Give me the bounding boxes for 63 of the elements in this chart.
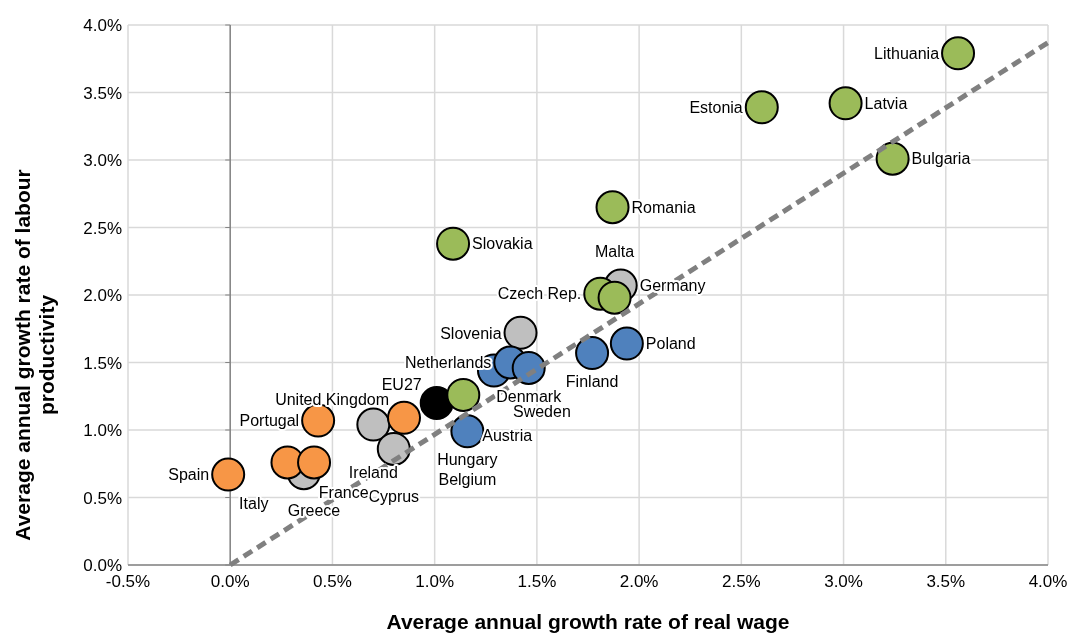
point (597, 280, 632, 315)
annotation: Denmark (496, 387, 563, 405)
point (875, 141, 910, 176)
annotation: Sweden (512, 402, 571, 420)
annotation: Austria (482, 427, 533, 445)
annotation: Greece (287, 501, 341, 519)
x-tick-label: 1.0% (415, 572, 455, 591)
point (419, 386, 454, 420)
annotation: Poland (645, 335, 696, 353)
point (446, 377, 481, 412)
x-tick-label: 2.0% (619, 572, 659, 591)
x-tick-label: 0.5% (313, 572, 352, 591)
point (828, 86, 863, 121)
x-tick-label: 2.5% (721, 572, 761, 591)
annotation: Bulgaria (911, 150, 971, 168)
x-axis-title: Average annual growth rate of real wage (386, 610, 790, 633)
y-tick-label: 3.0% (83, 151, 122, 170)
annotation: Ireland (348, 464, 398, 482)
y-tick-label: 4.0% (83, 16, 122, 35)
y-tick-label: 3.5% (83, 83, 122, 103)
point (941, 36, 976, 71)
annotation: Romania (631, 199, 696, 217)
point (356, 407, 391, 442)
annotation: Italy (239, 494, 269, 512)
annotation: Slovenia (440, 324, 502, 342)
annotation: United Kingdom (275, 390, 389, 408)
annotation: Belgium (438, 470, 497, 488)
point (297, 445, 332, 480)
point (595, 190, 630, 225)
y-tick-label: 2.5% (83, 218, 122, 238)
x-tick-label: 0.0% (210, 572, 250, 591)
point (387, 400, 421, 435)
y-tick-label: 0.5% (83, 488, 122, 508)
y-tick-label: 1.0% (83, 421, 122, 440)
x-tick-label: 4.0% (1028, 572, 1068, 591)
y-tick-label: 2.0% (83, 286, 122, 305)
point (436, 226, 471, 261)
point (744, 90, 779, 125)
annotation: Czech Rep. (497, 285, 582, 303)
annotation: Malta (595, 243, 635, 261)
x-tick-label: -0.5% (105, 572, 151, 591)
annotation: Estonia (689, 99, 743, 117)
annotation: Cyprus (368, 488, 420, 506)
annotation: France (318, 483, 369, 501)
annotation: EU27 (381, 375, 422, 393)
annotation: Lithuania (874, 45, 940, 63)
y-axis-title: Average annual growth rate of labour productivity (11, 169, 58, 541)
annotation: Finland (565, 372, 619, 390)
x-tick-label: 3.5% (926, 572, 966, 591)
y-tick-label: 0.0% (83, 556, 122, 575)
annotation: Portugal (239, 412, 300, 430)
x-tick-label: 3.0% (824, 572, 863, 591)
point (575, 336, 610, 371)
x-tick-label: 1.5% (517, 572, 557, 591)
annotation: Germany (639, 277, 706, 295)
annotation: Slovakia (472, 235, 533, 253)
y-tick-label: 1.5% (83, 353, 122, 373)
point (211, 457, 246, 492)
annotation: Hungary (437, 451, 498, 469)
point (609, 326, 644, 361)
annotation: Spain (168, 466, 210, 484)
point (503, 315, 538, 350)
annotation: Latvia (864, 95, 908, 113)
